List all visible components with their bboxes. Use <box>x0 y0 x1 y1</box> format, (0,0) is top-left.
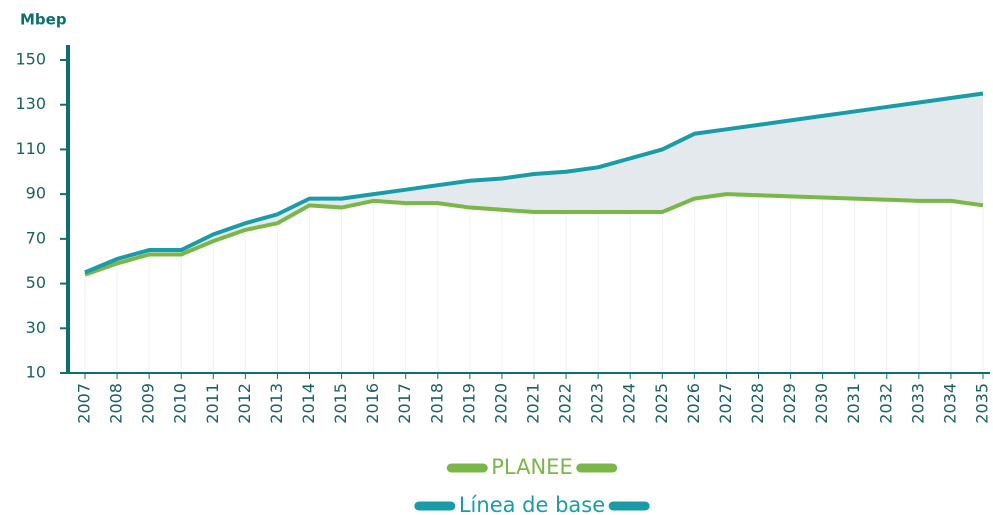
y-axis-label: Mbep <box>20 11 67 29</box>
x-tick-label: 2023 <box>588 383 607 424</box>
x-tick-label: 2012 <box>235 383 254 424</box>
x-tick-label: 2009 <box>139 383 158 424</box>
x-tick-label: 2019 <box>459 383 478 424</box>
legend-label: Línea de base <box>459 493 605 515</box>
x-tick-label: 2022 <box>556 383 575 424</box>
x-tick-label: 2007 <box>75 383 94 424</box>
x-tick-label: 2015 <box>331 383 350 424</box>
y-tick-label: 70 <box>26 228 46 247</box>
series-line <box>84 91 984 275</box>
x-tick-label: 2029 <box>780 383 799 424</box>
y-tick-label: 50 <box>26 273 46 292</box>
x-tick-label: 2011 <box>203 383 222 424</box>
x-tick-label: 2021 <box>524 383 543 424</box>
x-tick-label: 2010 <box>171 383 190 424</box>
x-tick-label: 2031 <box>844 383 863 424</box>
x-tick-label: 2008 <box>107 383 126 424</box>
x-tick-label: 2024 <box>620 383 639 424</box>
x-tick-label: 2027 <box>716 383 735 424</box>
y-tick-label: 30 <box>26 318 46 337</box>
x-tick-label: 2026 <box>684 383 703 424</box>
x-tick-label: 2030 <box>812 383 831 424</box>
x-tick-label: 2018 <box>427 383 446 424</box>
series-line <box>84 192 984 277</box>
gap-area <box>85 93 983 275</box>
y-tick-label: 10 <box>26 363 46 382</box>
y-tick-label: 110 <box>15 139 46 158</box>
legend-label: PLANEE <box>491 455 572 479</box>
x-tick-label: 2014 <box>299 383 318 424</box>
y-tick-label: 150 <box>15 50 46 69</box>
x-tick-label: 2033 <box>908 383 927 424</box>
x-tick-label: 2016 <box>363 383 382 424</box>
y-tick-label: 130 <box>15 94 46 113</box>
y-tick-label: 90 <box>26 184 46 203</box>
x-tick-label: 2020 <box>491 383 510 424</box>
x-tick-label: 2025 <box>652 383 671 424</box>
x-tick-label: 2034 <box>940 383 959 424</box>
x-tick-label: 2017 <box>395 383 414 424</box>
x-tick-label: 2028 <box>748 383 767 424</box>
x-tick-label: 2035 <box>973 383 992 424</box>
x-tick-label: 2013 <box>267 383 286 424</box>
x-tick-label: 2032 <box>876 383 895 424</box>
